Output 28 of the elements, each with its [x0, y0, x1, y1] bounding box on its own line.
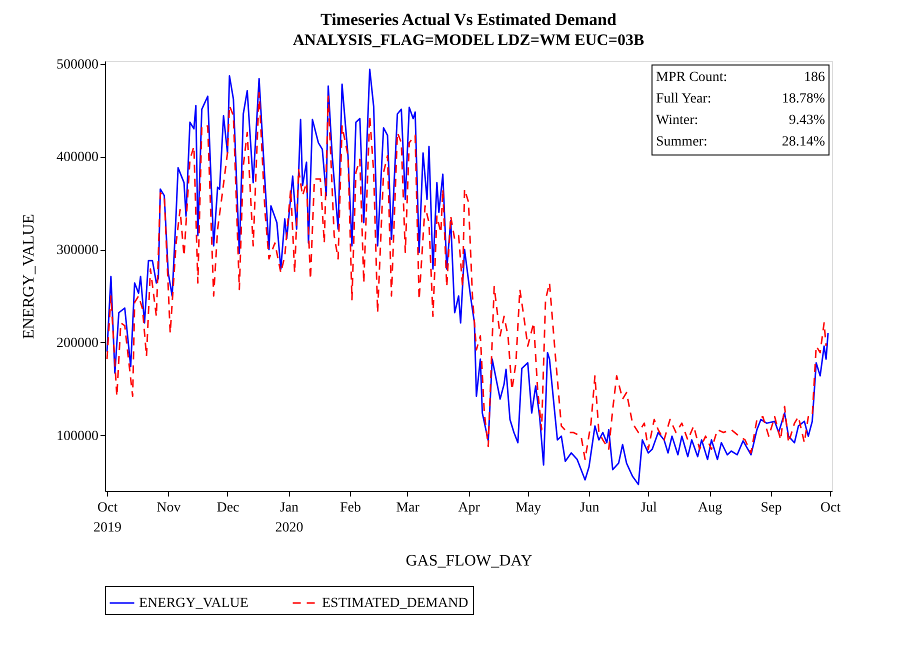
text: Summer: 28.14%: [656, 134, 825, 150]
x-tick-label: May: [515, 500, 542, 516]
x-tick-label: Nov: [156, 500, 181, 516]
text: MPR Count: 186: [656, 70, 825, 85]
legend-label: ENERGY_VALUE: [139, 596, 248, 611]
x-tick-label: Jun: [580, 500, 600, 516]
x-tick-label: Dec: [216, 500, 240, 516]
x-tick-label: Jul: [640, 500, 658, 516]
y-tick-label: 500000: [56, 57, 98, 72]
y-axis-title: ENERGY_VALUE: [20, 214, 38, 340]
x-tick-label: Mar: [396, 500, 420, 516]
text: Winter: 9.43%: [656, 113, 825, 128]
text: Full Year: 18.78%: [656, 92, 825, 106]
y-tick-label: 100000: [56, 428, 98, 444]
y-tick-label: 200000: [56, 336, 98, 351]
x-tick-label: Aug: [698, 500, 722, 516]
chart-subtitle: ANALYSIS_FLAG=MODEL LDZ=WM EUC=03B: [292, 32, 644, 49]
x-axis-title: GAS_FLOW_DAY: [406, 552, 533, 570]
x-tick-label: Jan 2020: [275, 500, 304, 536]
y-tick-label: 400000: [56, 150, 98, 166]
x-tick-label: Sep: [760, 500, 782, 516]
x-tick-label: Apr: [458, 500, 480, 516]
legend-label: ESTIMATED_DEMAND: [322, 596, 468, 611]
x-tick-label: Oct 2019: [93, 500, 122, 536]
y-tick-label: 300000: [56, 243, 98, 258]
x-tick-label: Oct: [820, 500, 841, 516]
x-tick-label: Feb: [340, 500, 361, 516]
chart-title: Timeseries Actual Vs Estimated Demand: [320, 10, 617, 29]
